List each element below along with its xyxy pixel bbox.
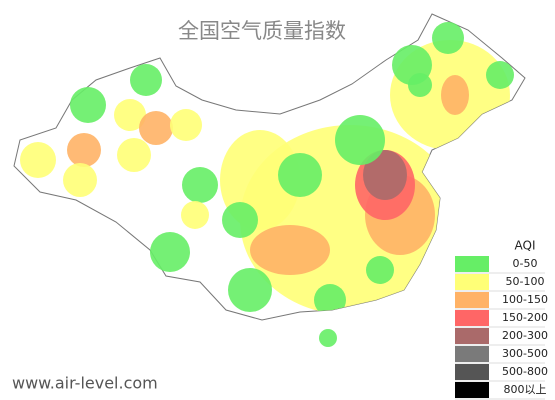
legend-label: 150-200 (502, 311, 548, 324)
region-yellow (117, 138, 151, 172)
region-green (366, 256, 394, 284)
region-green (228, 268, 272, 312)
legend: AQI 0-50 50-100 100-150 150-200 200-300 300-5… (453, 236, 548, 400)
region-green (314, 284, 346, 316)
region-yellow (181, 201, 209, 229)
legend-label: 50-100 (506, 275, 545, 288)
map (13, 13, 526, 347)
legend-swatch (455, 274, 489, 290)
region-green (70, 87, 106, 123)
region-green (278, 153, 322, 197)
legend-label: 800以上 (504, 383, 547, 396)
legend-label: 100-150 (502, 293, 548, 306)
watermark: www.air-level.com (12, 374, 158, 393)
legend-label: 200-300 (502, 329, 548, 342)
region-orange (250, 225, 330, 275)
region-brown (363, 150, 407, 200)
legend-swatch (455, 256, 489, 272)
region-green (486, 61, 514, 89)
region-orange (139, 111, 173, 145)
region-yellow (170, 109, 202, 141)
region-yellow (20, 142, 56, 178)
region-orange (67, 133, 101, 167)
legend-swatch (455, 346, 489, 362)
scattered-stations (20, 22, 464, 347)
legend-swatch (455, 310, 489, 326)
region-green (432, 22, 464, 54)
legend-label: 300-500 (502, 347, 548, 360)
legend-title: AQI (515, 239, 536, 253)
region-green (182, 167, 218, 203)
legend-swatch (455, 328, 489, 344)
region-yellow (114, 99, 146, 131)
region-green (319, 329, 337, 347)
legend-swatch (455, 382, 489, 398)
legend-swatch (455, 292, 489, 308)
region-green (392, 45, 432, 85)
region-yellow (63, 163, 97, 197)
region-green (150, 232, 190, 272)
legend-label: 0-50 (513, 257, 538, 270)
legend-swatch (455, 364, 489, 380)
region-orange (441, 75, 469, 115)
legend-label: 500-800 (502, 365, 548, 378)
region-green (222, 202, 258, 238)
region-green (335, 115, 385, 165)
region-green (130, 64, 162, 96)
map-title: 全国空气质量指数 (178, 19, 346, 43)
